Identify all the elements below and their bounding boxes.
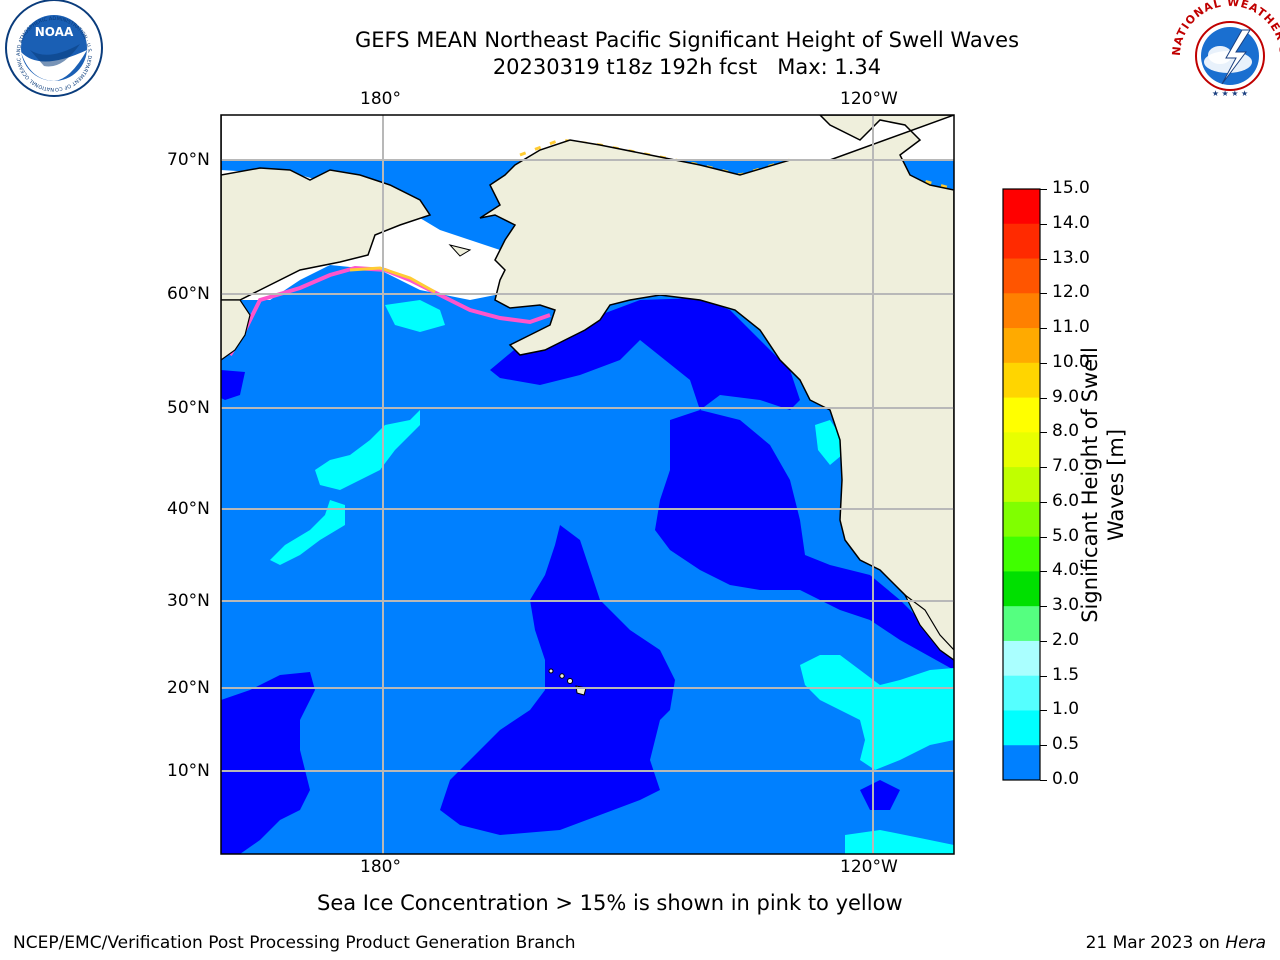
colorbar-segment bbox=[1003, 745, 1040, 781]
noaa-logo: NOAA NATIONAL OCEANIC AND ATMOSPHERIC AD… bbox=[0, 0, 103, 97]
host-name: Hera bbox=[1225, 933, 1266, 953]
lat-label-30n: 30°N bbox=[167, 591, 210, 611]
colorbar-tick bbox=[1040, 745, 1047, 747]
colorbar-segment bbox=[1003, 223, 1040, 260]
lat-label-40n: 40°N bbox=[167, 499, 210, 519]
colorbar-tick-label: 1.0 bbox=[1052, 699, 1080, 720]
colorbar-tick bbox=[1040, 293, 1047, 295]
branch-credit: NCEP/EMC/Verification Post Processing Pr… bbox=[13, 933, 576, 953]
colorbar-segment bbox=[1003, 432, 1040, 468]
colorbar-tick bbox=[1040, 223, 1047, 225]
colorbar-segment bbox=[1003, 640, 1040, 677]
lon-label-bottom-180: 180° bbox=[360, 857, 401, 877]
siberia-land bbox=[221, 115, 432, 301]
colorbar-tick-label: 5.0 bbox=[1052, 525, 1080, 546]
map-frame bbox=[220, 114, 955, 855]
svg-text:NATIONAL WEATHER SERVICE: NATIONAL WEATHER SERVICE bbox=[0, 0, 1280, 56]
colorbar-tick bbox=[1040, 362, 1047, 364]
colorbar-tick-label: 3.0 bbox=[1052, 595, 1080, 616]
colorbar-tick bbox=[1040, 258, 1047, 260]
colorbar-tick bbox=[1040, 189, 1047, 190]
colorbar-tick bbox=[1040, 675, 1047, 677]
colorbar-segment bbox=[1003, 328, 1040, 364]
noaa-logo-text: NOAA bbox=[35, 25, 74, 39]
colorbar-segment bbox=[1003, 710, 1040, 746]
colorbar-segment bbox=[1003, 362, 1040, 399]
colorbar-tick bbox=[1040, 536, 1047, 538]
colorbar-tick-label: 15.0 bbox=[1052, 178, 1090, 198]
colorbar-tick-label: 10.0 bbox=[1052, 351, 1090, 372]
colorbar-tick-label: 12.0 bbox=[1052, 282, 1090, 303]
lon-label-bottom-120w: 120°W bbox=[840, 857, 898, 877]
colorbar-label-line1: Significant Height of Swell bbox=[1078, 347, 1102, 623]
run-date-text: 21 Mar 2023 on bbox=[1085, 933, 1226, 953]
colorbar-tick bbox=[1040, 571, 1047, 573]
colorbar-segment bbox=[1003, 189, 1040, 225]
colorbar-tick-label: 14.0 bbox=[1052, 212, 1090, 233]
nws-logo: NATIONAL WEATHER SERVICE ★ ★ ★ ★ bbox=[0, 0, 1280, 106]
colorbar-segment bbox=[1003, 501, 1040, 538]
colorbar-tick-label: 9.0 bbox=[1052, 386, 1080, 407]
colorbar-segment bbox=[1003, 571, 1040, 607]
map-area bbox=[221, 115, 954, 854]
colorbar-tick-label: 2.0 bbox=[1052, 629, 1080, 650]
colorbar-segment bbox=[1003, 606, 1040, 642]
svg-text:★ ★ ★ ★: ★ ★ ★ ★ bbox=[1212, 89, 1248, 98]
colorbar-segment bbox=[1003, 397, 1040, 433]
map-subtitle: 20230319 t18z 192h fcst Max: 1.34 bbox=[492, 55, 882, 79]
colorbar-tick-label: 13.0 bbox=[1052, 247, 1090, 268]
colorbar-tick-label: 4.0 bbox=[1052, 560, 1080, 581]
colorbar-tick bbox=[1040, 606, 1047, 608]
graticule bbox=[221, 115, 954, 854]
colorbar-tick bbox=[1040, 780, 1047, 781]
colorbar-tick-label: 11.0 bbox=[1052, 317, 1090, 338]
colorbar-segment bbox=[1003, 467, 1040, 503]
colorbar-tick bbox=[1040, 501, 1047, 503]
colorbar-tick-label: 0.5 bbox=[1052, 734, 1080, 755]
lat-label-70n: 70°N bbox=[167, 150, 210, 170]
colorbar-segment bbox=[1003, 675, 1040, 711]
colorbar-label-line2: Waves [m] bbox=[1104, 428, 1128, 542]
lat-label-50n: 50°N bbox=[167, 398, 210, 418]
colorbar-segment bbox=[1003, 536, 1040, 572]
map-title: GEFS MEAN Northeast Pacific Significant … bbox=[354, 28, 1020, 52]
colorbar-tick-label: 0.0 bbox=[1052, 769, 1080, 789]
colorbar-tick-label: 7.0 bbox=[1052, 456, 1080, 477]
lat-label-20n: 20°N bbox=[167, 678, 210, 698]
colorbar-segment bbox=[1003, 258, 1040, 294]
high-swell-regions bbox=[270, 300, 954, 854]
colorbar-tick bbox=[1040, 432, 1047, 434]
lon-label-top-120w: 120°W bbox=[840, 89, 898, 109]
colorbar-tick-label: 1.5 bbox=[1052, 664, 1080, 685]
colorbar-tick bbox=[1040, 328, 1047, 330]
colorbar-tick-label: 6.0 bbox=[1052, 490, 1080, 511]
north-america-land bbox=[479, 115, 954, 661]
colorbar-segment bbox=[1003, 293, 1040, 329]
low-swell-regions bbox=[221, 298, 954, 854]
sea-ice-note: Sea Ice Concentration > 15% is shown in … bbox=[317, 891, 903, 915]
colorbar-tick bbox=[1040, 397, 1047, 399]
colorbar-tick bbox=[1040, 467, 1047, 469]
lon-label-top-180: 180° bbox=[360, 89, 401, 109]
lat-label-10n: 10°N bbox=[167, 761, 210, 781]
colorbar-tick-label: 8.0 bbox=[1052, 421, 1080, 442]
colorbar bbox=[1003, 189, 1040, 781]
lat-label-60n: 60°N bbox=[167, 284, 210, 304]
nws-ring-text: NATIONAL WEATHER SERVICE bbox=[0, 0, 1280, 56]
run-date: 21 Mar 2023 on Hera bbox=[1086, 933, 1266, 953]
colorbar-tick bbox=[1040, 710, 1047, 712]
colorbar-tick bbox=[1040, 640, 1047, 642]
